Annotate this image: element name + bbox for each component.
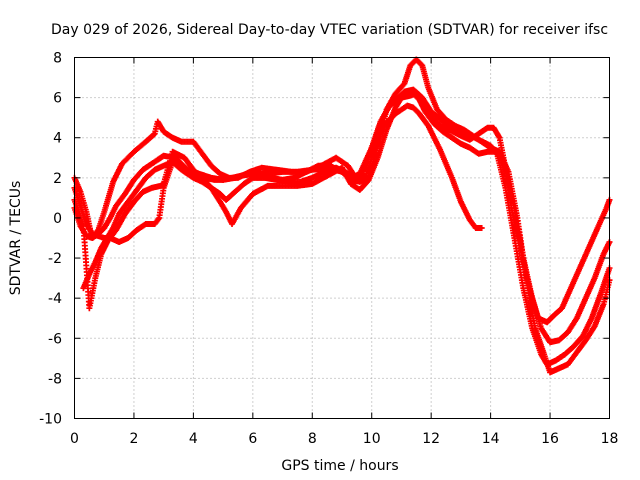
y-tick-label: 2 [53, 171, 62, 187]
y-tick-label: 4 [53, 131, 62, 147]
x-tick-label: 12 [422, 431, 440, 447]
y-tick-label: -8 [48, 371, 62, 387]
x-tick-label: 6 [248, 431, 257, 447]
x-tick-label: 8 [308, 431, 317, 447]
data-marks [71, 56, 613, 376]
x-tick-label: 4 [189, 431, 198, 447]
x-tick-label: 14 [482, 431, 500, 447]
y-tick-label: 0 [53, 211, 62, 227]
plot-frame [74, 57, 610, 419]
x-tick-label: 0 [70, 431, 79, 447]
y-tick-label: -2 [48, 251, 62, 267]
y-tick-label: -4 [48, 291, 62, 307]
y-tick-label: 6 [53, 91, 62, 107]
y-tick-labels: -10 -8 -6 -4 -2 0 2 4 6 8 [39, 51, 62, 428]
y-tick-label: -6 [48, 331, 62, 347]
x-tick-label: 10 [363, 431, 381, 447]
data-point [418, 61, 425, 68]
y-tick-label: -10 [39, 412, 62, 428]
series-trace-b [71, 102, 485, 241]
x-tick-label: 2 [129, 431, 138, 447]
x-tick-labels: 0 2 4 6 8 10 12 14 16 18 [70, 431, 618, 447]
series-trace-e [80, 86, 613, 346]
grid [74, 57, 610, 419]
x-tick-label: 18 [601, 431, 619, 447]
chart-title: Day 029 of 2026, Sidereal Day-to-day VTE… [51, 22, 608, 38]
y-axis-label: SDTVAR / TECUs [8, 181, 24, 296]
data-point [498, 155, 505, 162]
x-axis-label: GPS time / hours [281, 458, 398, 474]
y-tick-label: 8 [53, 51, 62, 67]
series-trace-d [71, 90, 613, 368]
x-tick-label: 16 [541, 431, 559, 447]
axis-ticks [74, 57, 610, 419]
data-point [478, 224, 485, 231]
